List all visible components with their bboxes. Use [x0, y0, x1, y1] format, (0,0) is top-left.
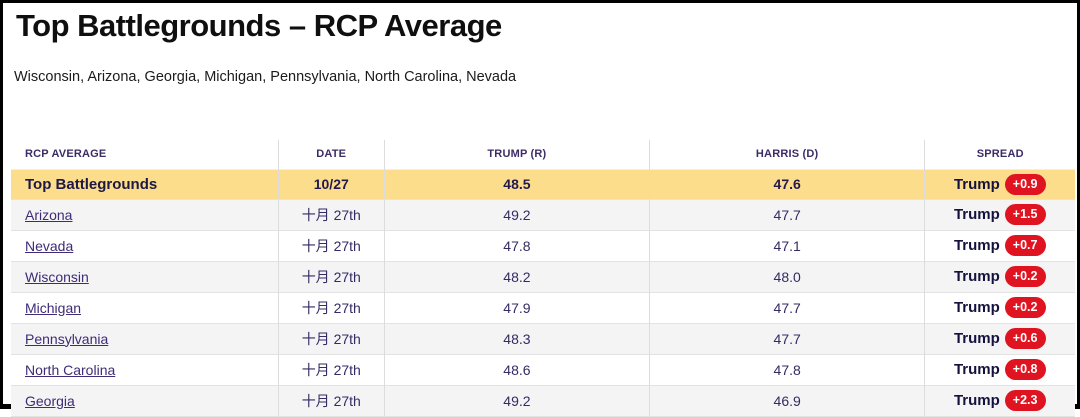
- spread-margin-badge: +0.2: [1004, 266, 1047, 287]
- spread-cell: Trump +0.6: [925, 323, 1075, 354]
- state-link[interactable]: North Carolina: [25, 361, 116, 378]
- trump-value-cell: 49.2: [384, 385, 650, 416]
- harris-value-cell: 47.7: [649, 292, 926, 323]
- state-link[interactable]: Arizona: [25, 206, 73, 223]
- table-row-arizona: Arizona 十月 27th 49.2 47.7 Trump +1.5: [11, 199, 1075, 230]
- state-name-cell: Pennsylvania: [11, 323, 279, 354]
- summary-harris-value: 47.6: [649, 169, 926, 199]
- harris-value-cell: 47.8: [649, 354, 926, 385]
- date-cell: 十月 27th: [278, 292, 385, 323]
- trump-value-cell: 48.6: [384, 354, 650, 385]
- spread-margin-badge: +2.3: [1004, 390, 1047, 411]
- state-link[interactable]: Pennsylvania: [25, 330, 109, 347]
- state-link[interactable]: Nevada: [25, 237, 74, 254]
- harris-value-cell: 46.9: [649, 385, 926, 416]
- table-row-nevada: Nevada 十月 27th 47.8 47.1 Trump +0.7: [11, 230, 1075, 261]
- state-name-cell: Nevada: [11, 230, 279, 261]
- table-header-row: RCP AVERAGE DATE TRUMP (R) HARRIS (D) SP…: [11, 140, 1075, 170]
- spread-candidate-label: Trump: [953, 392, 1000, 409]
- spread-candidate-label: Trump: [953, 237, 1000, 254]
- trump-value-cell: 48.2: [384, 261, 650, 292]
- table-row-georgia: Georgia 十月 27th 49.2 46.9 Trump +2.3: [11, 385, 1075, 416]
- spread-candidate-label: Trump: [953, 361, 1000, 378]
- spread-margin-badge: +0.7: [1004, 235, 1047, 256]
- spread-candidate-label: Trump: [953, 268, 1000, 285]
- spread-candidate-label: Trump: [953, 330, 1000, 347]
- rcp-average-table: RCP AVERAGE DATE TRUMP (R) HARRIS (D) SP…: [11, 140, 1075, 417]
- summary-date: 10/27: [278, 169, 385, 199]
- summary-spread-cell: Trump +0.9: [925, 170, 1075, 200]
- spread-cell: Trump +2.3: [925, 385, 1075, 416]
- date-cell: 十月 27th: [278, 323, 385, 354]
- column-header-trump: TRUMP (R): [384, 140, 650, 170]
- spread-margin-badge: +0.6: [1004, 328, 1047, 349]
- table-row-north-carolina: North Carolina 十月 27th 48.6 47.8 Trump +0.8: [11, 354, 1075, 385]
- page-title: Top Battlegrounds – RCP Average: [16, 8, 502, 43]
- spread-candidate-label: Trump: [953, 206, 1000, 223]
- date-cell: 十月 27th: [278, 261, 385, 292]
- table-row-wisconsin: Wisconsin 十月 27th 48.2 48.0 Trump +0.2: [11, 261, 1075, 292]
- table-row-pennsylvania: Pennsylvania 十月 27th 48.3 47.7 Trump +0.6: [11, 323, 1075, 354]
- spread-cell: Trump +0.7: [925, 230, 1075, 261]
- column-header-spread: SPREAD: [976, 148, 1024, 160]
- spread-margin-badge: +0.2: [1004, 297, 1047, 318]
- state-link[interactable]: Wisconsin: [25, 268, 89, 285]
- date-cell: 十月 27th: [278, 230, 385, 261]
- page-subtitle: Wisconsin, Arizona, Georgia, Michigan, P…: [14, 69, 517, 85]
- table-row-michigan: Michigan 十月 27th 47.9 47.7 Trump +0.2: [11, 292, 1075, 323]
- spread-margin-badge: +0.9: [1004, 174, 1047, 195]
- spread-candidate-label: Trump: [953, 175, 1000, 193]
- spread-candidate-label: Trump: [953, 299, 1000, 316]
- trump-value-cell: 47.8: [384, 230, 650, 261]
- state-name-cell: Georgia: [11, 385, 279, 416]
- spread-margin-badge: +0.8: [1004, 359, 1047, 380]
- spread-margin-badge: +1.5: [1004, 204, 1047, 225]
- rcp-average-table-container: RCP AVERAGE DATE TRUMP (R) HARRIS (D) SP…: [11, 140, 1075, 417]
- harris-value-cell: 47.1: [649, 230, 926, 261]
- spread-cell: Trump +1.5: [925, 199, 1075, 230]
- state-name-cell: Wisconsin: [11, 261, 279, 292]
- spread-cell: Trump +0.2: [925, 292, 1075, 323]
- state-link[interactable]: Michigan: [25, 299, 82, 316]
- column-header-date: DATE: [278, 140, 385, 170]
- date-cell: 十月 27th: [278, 199, 385, 230]
- state-link[interactable]: Georgia: [25, 392, 75, 409]
- trump-value-cell: 48.3: [384, 323, 650, 354]
- harris-value-cell: 48.0: [649, 261, 926, 292]
- state-name-cell: North Carolina: [11, 354, 279, 385]
- state-name-cell: Arizona: [11, 199, 279, 230]
- trump-value-cell: 49.2: [384, 199, 650, 230]
- date-cell: 十月 27th: [278, 354, 385, 385]
- trump-value-cell: 47.9: [384, 292, 650, 323]
- column-header-harris: HARRIS (D): [649, 140, 926, 170]
- spread-cell: Trump +0.2: [925, 261, 1075, 292]
- date-cell: 十月 27th: [278, 385, 385, 416]
- column-header-rcp-average: RCP AVERAGE: [11, 140, 279, 170]
- summary-name: Top Battlegrounds: [11, 169, 279, 199]
- state-name-cell: Michigan: [11, 292, 279, 323]
- spread-cell: Trump +0.8: [925, 354, 1075, 385]
- summary-row-top-battlegrounds: Top Battlegrounds 10/27 48.5 47.6 Trump +…: [11, 169, 1075, 200]
- harris-value-cell: 47.7: [649, 323, 926, 354]
- summary-trump-value: 48.5: [384, 169, 650, 199]
- harris-value-cell: 47.7: [649, 199, 926, 230]
